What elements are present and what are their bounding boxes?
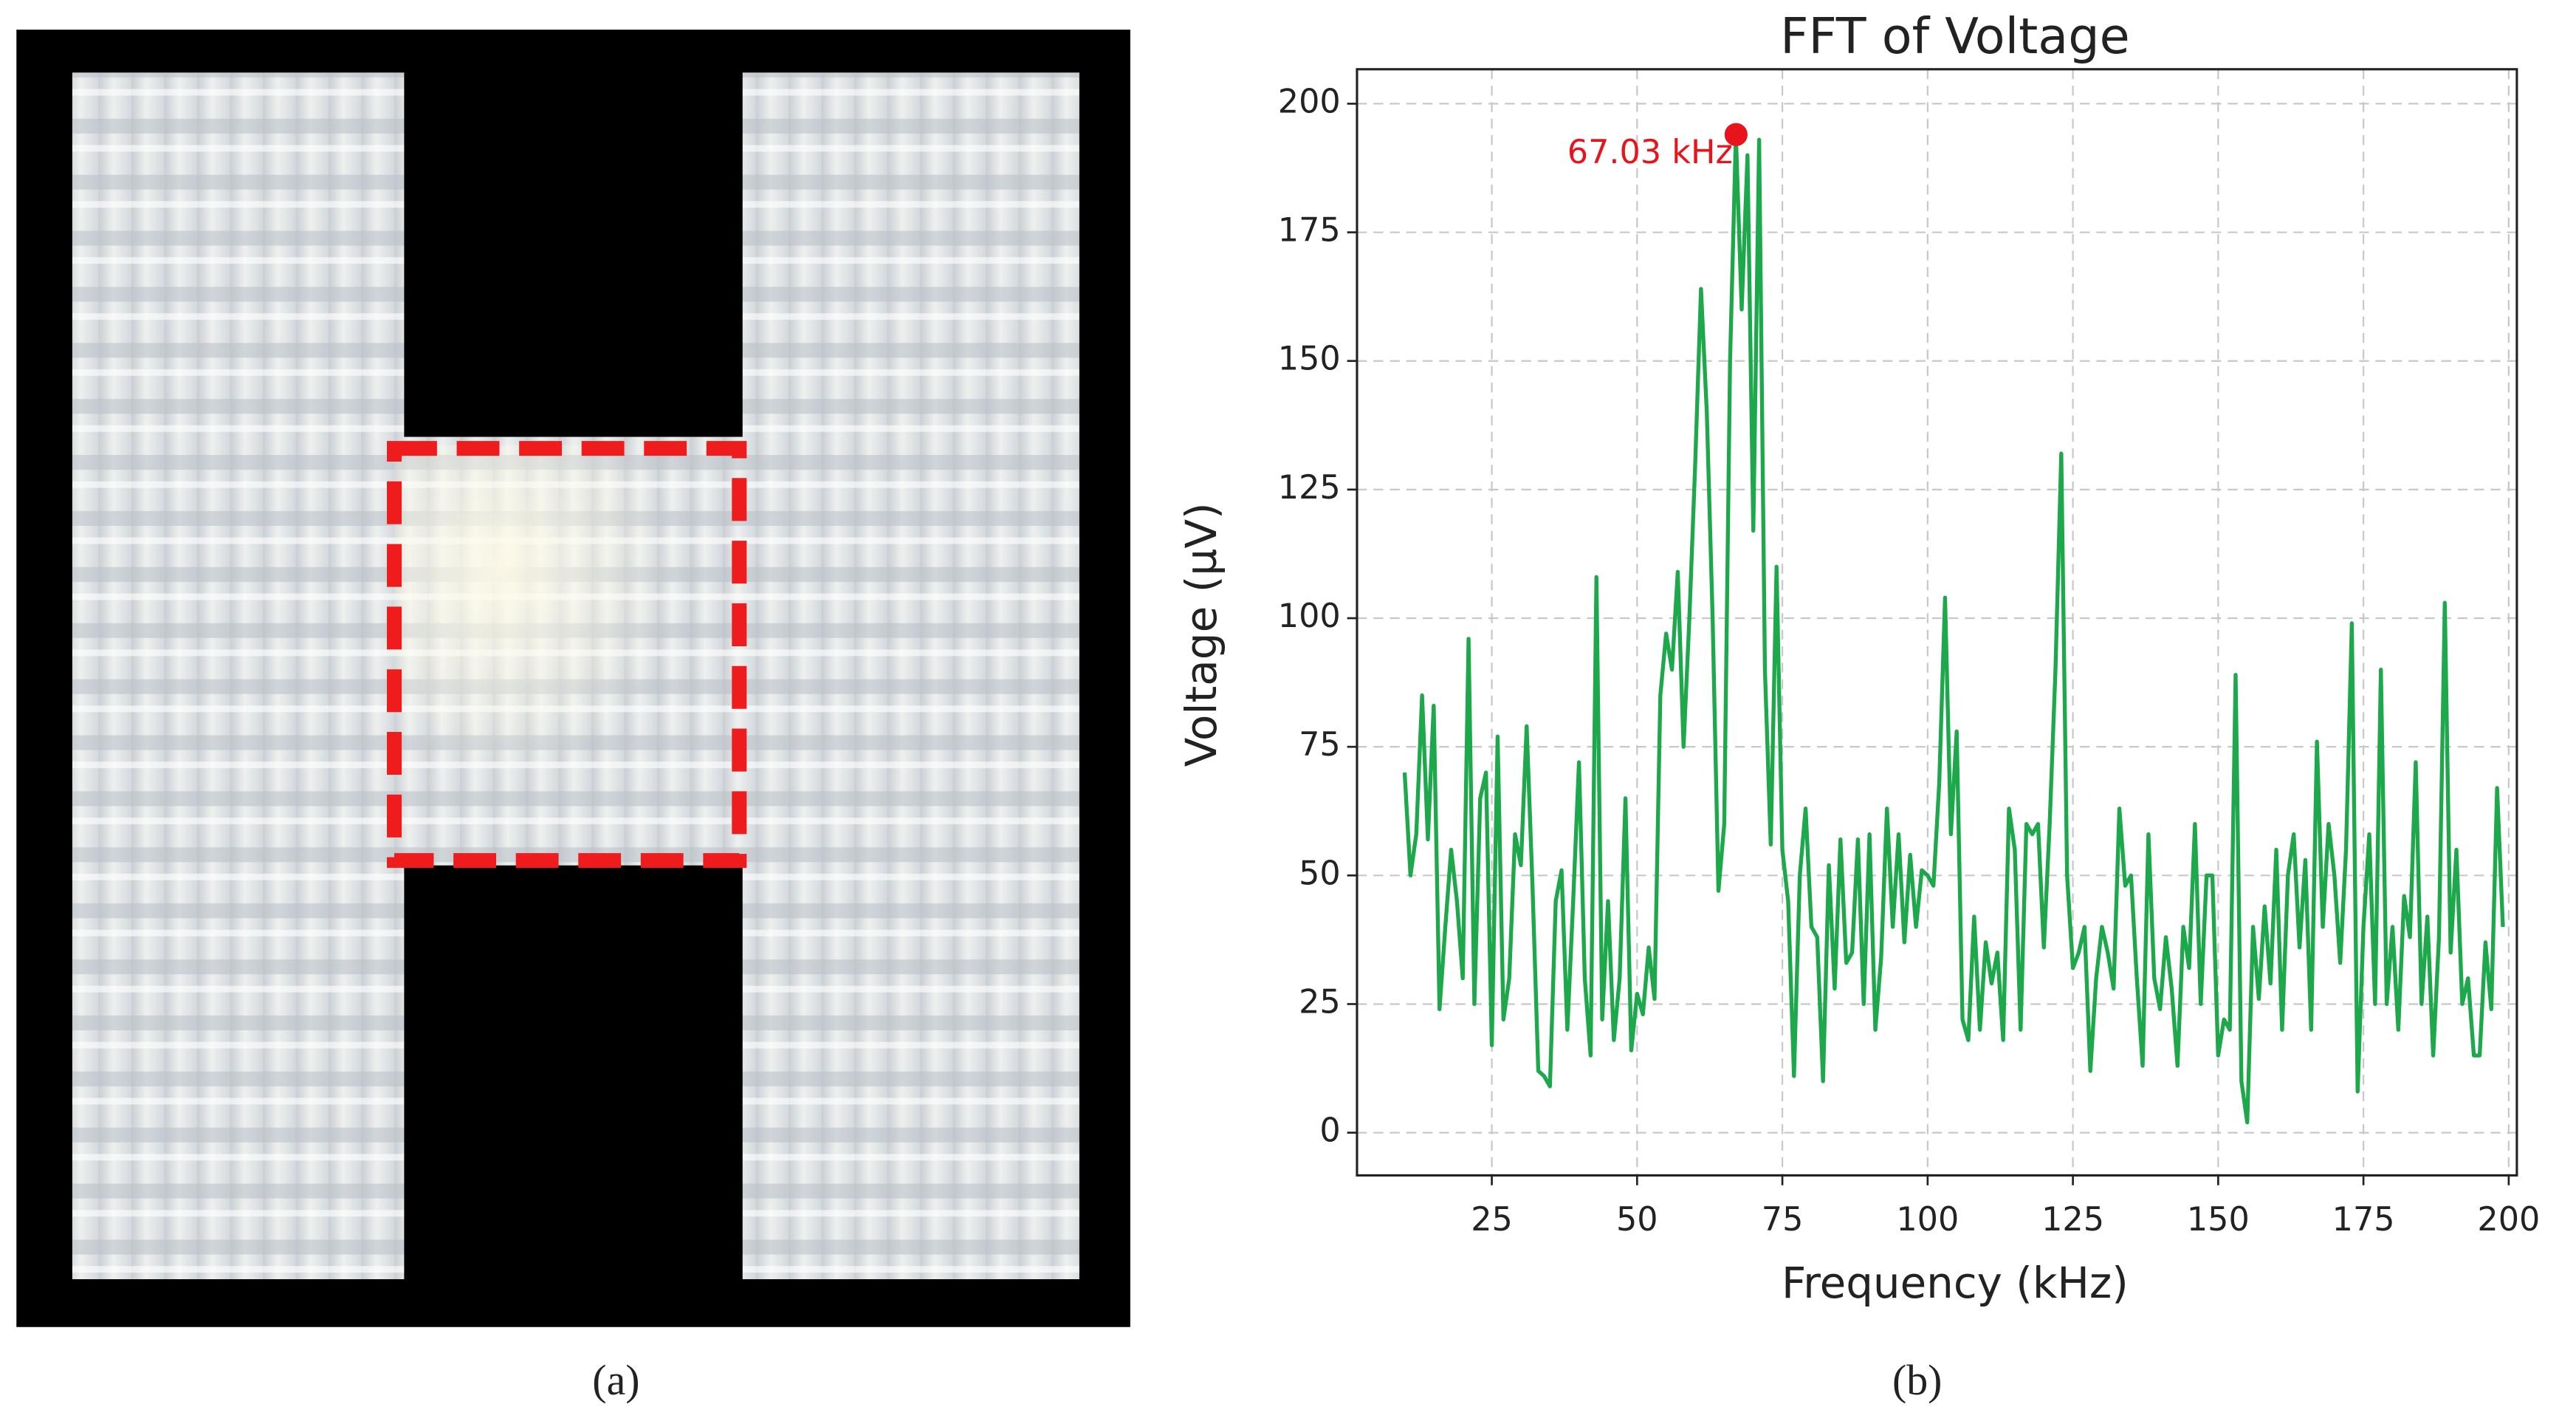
x-tick-label: 125 — [2041, 1200, 2104, 1239]
panel-label: (b) — [1892, 1356, 1942, 1404]
chart-title: FFT of Voltage — [1780, 7, 2129, 65]
y-tick-label: 150 — [1278, 340, 1341, 378]
x-tick-label: 25 — [1471, 1200, 1513, 1239]
y-tick-label: 75 — [1299, 725, 1341, 764]
plot-frame — [1356, 68, 2518, 1177]
highlight — [394, 445, 743, 863]
x-axis-label: Frequency (kHz) — [1782, 1258, 2129, 1308]
panel-label: (a) — [592, 1356, 639, 1404]
y-axis-label: Voltage (µV) — [1176, 502, 1226, 767]
y-tick-label: 175 — [1278, 211, 1341, 250]
peak-label: 67.03 kHz — [1567, 133, 1733, 171]
y-tick-label: 125 — [1278, 468, 1341, 507]
x-tick-label: 75 — [1762, 1200, 1804, 1239]
data-line — [1402, 132, 2505, 1125]
x-tick-label: 50 — [1616, 1200, 1658, 1239]
x-tick-label: 175 — [2332, 1200, 2395, 1239]
x-tick-label: 200 — [2477, 1200, 2540, 1239]
x-tick-label: 150 — [2187, 1200, 2250, 1239]
peak-marker — [1724, 123, 1748, 146]
y-tick-label: 200 — [1278, 82, 1341, 120]
y-tick-label: 25 — [1299, 982, 1341, 1021]
y-tick-label: 100 — [1278, 597, 1341, 635]
y-tick-label: 0 — [1319, 1112, 1340, 1150]
y-tick-label: 50 — [1299, 854, 1341, 892]
x-tick-label: 100 — [1896, 1200, 1959, 1239]
